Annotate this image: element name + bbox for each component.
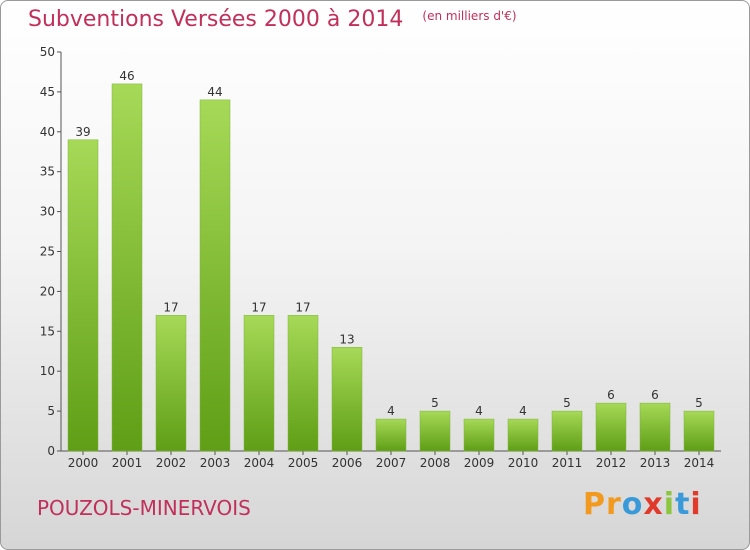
data-label: 17: [251, 300, 266, 314]
data-label: 6: [651, 388, 659, 402]
bar: [683, 410, 715, 452]
data-label: 4: [387, 404, 395, 418]
x-tick-label: 2002: [156, 456, 187, 470]
logo-letter: P: [583, 487, 606, 522]
data-label: 4: [519, 404, 527, 418]
logo-letter: r: [606, 487, 622, 522]
data-label: 44: [207, 85, 222, 99]
data-label: 39: [75, 125, 90, 139]
chart-title: Subventions Versées 2000 à 2014: [28, 7, 404, 32]
commune-name: POUZOLS-MINERVOIS: [37, 496, 251, 520]
y-tick-label: 45: [40, 85, 55, 99]
bar: [331, 347, 363, 452]
x-tick-label: 2001: [112, 456, 143, 470]
y-tick-label: 20: [40, 284, 55, 298]
data-label: 6: [607, 388, 615, 402]
data-label: 5: [431, 396, 439, 410]
x-tick-label: 2005: [288, 456, 319, 470]
y-tick-label: 10: [40, 364, 55, 378]
data-label: 17: [295, 300, 310, 314]
y-tick-label: 5: [47, 404, 55, 418]
y-tick-label: 35: [40, 165, 55, 179]
y-tick-label: 15: [40, 324, 55, 338]
x-tick-label: 2000: [68, 456, 99, 470]
bar: [155, 315, 187, 452]
logo-letter: x: [643, 487, 664, 522]
x-tick-label: 2014: [684, 456, 715, 470]
bar: [199, 99, 231, 452]
y-tick-label: 25: [40, 245, 55, 259]
title-row: Subventions Versées 2000 à 2014 (en mill…: [28, 7, 517, 32]
bar: [243, 315, 275, 452]
data-label: 4: [475, 404, 483, 418]
logo-letter: i: [690, 487, 702, 522]
y-tick-label: 0: [47, 444, 55, 458]
y-tick-label: 30: [40, 205, 55, 219]
x-tick-label: 2007: [376, 456, 407, 470]
logo-letter: t: [675, 487, 691, 522]
y-tick-label: 50: [40, 45, 55, 59]
logo-letter: o: [621, 487, 644, 522]
chart-subtitle: (en milliers d'€): [422, 9, 517, 23]
bar: [375, 418, 407, 452]
data-label: 13: [339, 332, 354, 346]
bar: [551, 410, 583, 452]
x-tick-label: 2013: [640, 456, 671, 470]
x-tick-label: 2003: [200, 456, 231, 470]
x-tick-label: 2012: [596, 456, 627, 470]
x-tick-label: 2009: [464, 456, 495, 470]
bar: [463, 418, 495, 452]
x-tick-label: 2011: [552, 456, 583, 470]
bar: [639, 402, 671, 452]
x-tick-label: 2004: [244, 456, 275, 470]
bar: [111, 83, 143, 452]
data-label: 17: [163, 300, 178, 314]
proxiti-logo: Proxiti: [583, 487, 702, 522]
bar: [595, 402, 627, 452]
data-label: 46: [119, 69, 134, 83]
bar: [507, 418, 539, 452]
x-tick-label: 2010: [508, 456, 539, 470]
y-tick-label: 40: [40, 125, 55, 139]
x-tick-label: 2008: [420, 456, 451, 470]
bar: [287, 315, 319, 452]
logo-letter: i: [663, 487, 676, 522]
bars: [67, 83, 715, 452]
bar: [67, 139, 99, 452]
x-tick-label: 2006: [332, 456, 363, 470]
data-label: 5: [695, 396, 703, 410]
data-label: 5: [563, 396, 571, 410]
bar: [419, 410, 451, 452]
